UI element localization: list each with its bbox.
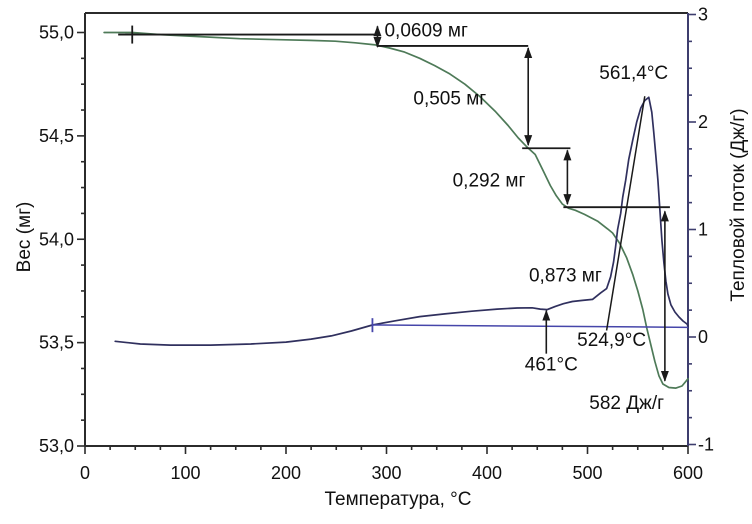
x-axis-tick-label: 0 [80,463,90,483]
y-right-tick-label: 1 [698,220,708,240]
y-left-tick-label: 54,5 [39,126,74,146]
dsc-curve [114,96,689,346]
y-right-tick-label: 3 [698,5,708,25]
x-axis-tick-label: 400 [472,463,502,483]
y-right-tick-label: -1 [698,435,714,455]
y-right-axis-title: Тепловой поток (Дж/г) [728,108,749,301]
x-axis-tick-label: 500 [572,463,602,483]
annotations: 0,0609 мг 0,505 мг 0,292 мг 0,873 мг 561,4°C… [118,20,689,414]
y-left-axis-title: Вес (мг) [14,202,35,273]
x-axis-title: Температура, °C [325,489,472,510]
axes: 0 100 200 300 400 500 600 55,0 54,5 54,0 53,5 53,0 3… [39,5,714,484]
dsc-baseline-line [372,324,689,329]
y-left-tick-label: 53,5 [39,333,74,353]
annotation-label: 0,292 мг [453,170,526,191]
y-left-tick-label: 53,0 [39,436,74,456]
annotation-label: 561,4°C [599,63,668,84]
x-axis-tick-label: 200 [271,463,301,483]
annotation-label: 524,9°C [577,330,646,351]
annotation-label: 461°C [525,354,578,375]
annotation-label: 0,873 мг [529,265,602,286]
annotation-label: 0,505 мг [413,89,486,110]
x-axis-tick-label: 300 [371,463,401,483]
tga-curve [103,31,689,389]
y-right-tick-label: 0 [698,327,708,347]
x-axis-tick-label: 100 [170,463,200,483]
onset-tangent-line [605,96,646,331]
y-left-tick-label: 54,0 [39,229,74,249]
x-axis-tick-label: 600 [673,463,703,483]
annotation-label: 582 Дж/г [589,393,664,414]
y-left-tick-label: 55,0 [39,23,74,43]
y-right-tick-label: 2 [698,112,708,132]
annotation-label: 0,0609 мг [384,20,467,41]
